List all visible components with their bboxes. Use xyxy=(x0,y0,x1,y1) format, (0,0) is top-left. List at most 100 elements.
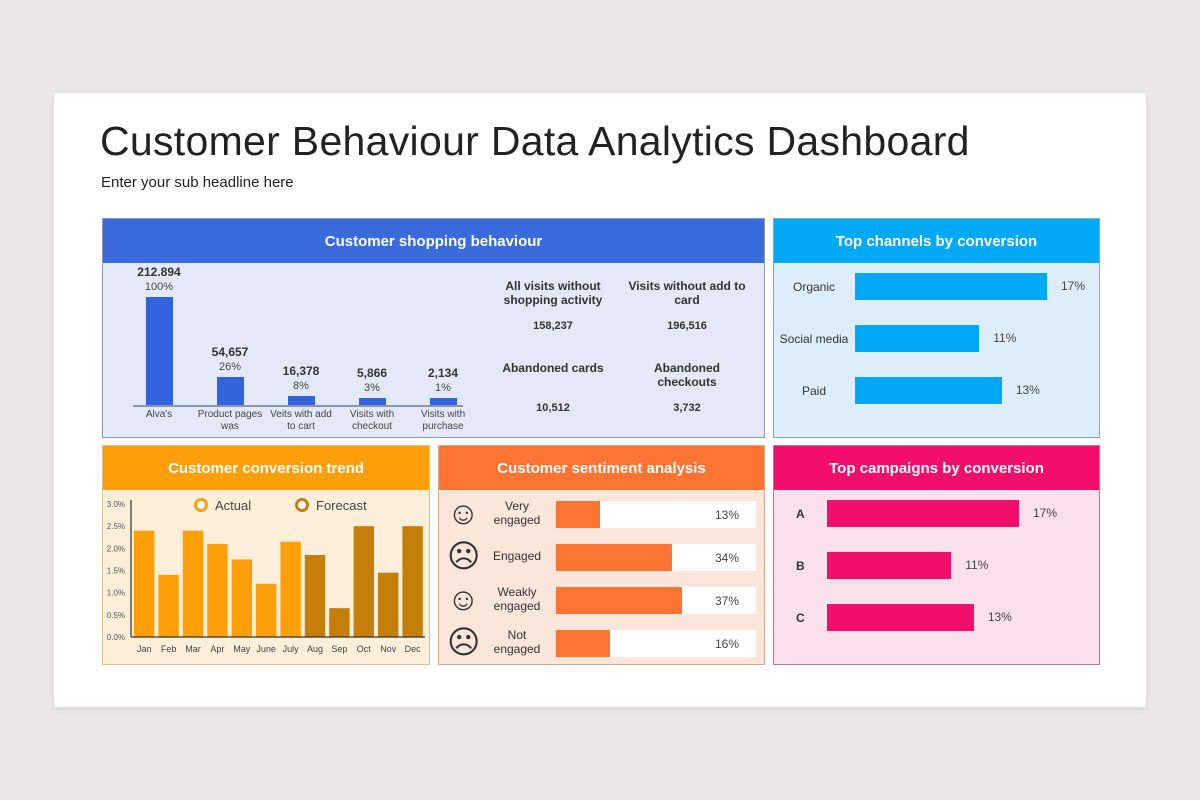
trend-bar xyxy=(378,572,399,637)
x-tick-label: June xyxy=(256,644,276,654)
bar-percent: 100% xyxy=(144,281,174,293)
panel-title: Top channels by conversion xyxy=(774,219,1099,263)
sentiment-bar xyxy=(556,501,601,528)
sentiment-panel: Customer sentiment analysis ☺ Very engage… xyxy=(438,445,765,665)
stat-label: Abandoned cards xyxy=(502,361,604,375)
panel-title: Customer shopping behaviour xyxy=(103,219,764,263)
page-title: Customer Behaviour Data Analytics Dashbo… xyxy=(100,118,970,164)
bar-value: 17% xyxy=(1061,279,1086,293)
trend-bar xyxy=(280,541,301,637)
conversion-trend-panel: Customer conversion trend 0.0% 0.5% 1.0% 1.… xyxy=(102,445,430,665)
x-tick-label: May xyxy=(233,644,251,654)
sentiment-label: Engaged xyxy=(492,549,542,563)
trend-bar xyxy=(231,559,252,637)
sentiment-value: 16% xyxy=(715,637,740,651)
bar-label: Organic xyxy=(792,279,836,294)
sentiment-label: Weakly engaged xyxy=(493,585,541,613)
bar-label: Product pages was xyxy=(197,409,263,432)
conversion-bar xyxy=(827,552,952,579)
bar-label: Social media xyxy=(779,331,849,346)
bar-label: Veits with add to cart xyxy=(270,409,332,432)
stat-value: 196,516 xyxy=(667,320,707,332)
conversion-trend-chart: 0.0% 0.5% 1.0% 1.5% 2.0% 2.5% 3.0% Jan Feb Mar Apr… xyxy=(107,498,425,654)
bar-value: 11% xyxy=(993,331,1017,345)
x-tick-label: Nov xyxy=(380,644,397,654)
shopping-panel: Customer shopping behaviour 212.894 100% A… xyxy=(102,218,765,438)
sentiment-value: 34% xyxy=(715,551,740,565)
x-tick-label: Mar xyxy=(185,644,201,654)
smile-face-icon: ☺ xyxy=(447,495,480,531)
bar-value: 54,657 xyxy=(211,344,249,359)
stat-label: Visits without add to card xyxy=(628,279,746,307)
grin-face-icon: ☺ xyxy=(447,581,480,617)
page-subtitle: Enter your sub headline here xyxy=(101,174,294,191)
sentiment-bar xyxy=(556,587,682,614)
panel-title: Customer sentiment analysis xyxy=(439,446,764,490)
bar-value: 17% xyxy=(1033,506,1058,520)
stat-value: 10,512 xyxy=(536,402,570,414)
bar-label: C xyxy=(796,610,805,625)
bar-percent: 3% xyxy=(364,382,380,394)
campaigns-panel: Top campaigns by conversion A 17% B 11% C 13% xyxy=(773,445,1100,665)
funnel-bar xyxy=(430,398,457,405)
sentiment-value: 13% xyxy=(715,508,740,522)
stat-label: Abandoned checkouts xyxy=(654,361,720,389)
bar-value: 5,866 xyxy=(356,366,388,380)
bar-percent: 1% xyxy=(435,382,451,394)
y-tick-label: 0.5% xyxy=(107,611,125,620)
sentiment-bar xyxy=(556,544,672,571)
x-tick-label: Oct xyxy=(357,644,372,654)
funnel-bar xyxy=(146,297,173,405)
conversion-bar xyxy=(827,604,974,631)
panel-title: Customer conversion trend xyxy=(103,446,429,490)
legend-label: Actual xyxy=(215,498,251,513)
legend-label: Forecast xyxy=(316,498,367,513)
bar-label: B xyxy=(796,558,805,573)
bar-label: Alva's xyxy=(145,409,173,420)
sentiment-label: Not engaged xyxy=(493,628,541,656)
trend-bar xyxy=(182,530,204,637)
legend-marker-icon xyxy=(295,498,309,512)
stat-value: 158,237 xyxy=(533,320,573,332)
legend-marker-icon xyxy=(194,498,208,512)
bar-label: A xyxy=(796,506,805,521)
bar-value: 13% xyxy=(1015,383,1040,397)
trend-bar xyxy=(256,583,277,637)
trend-bar xyxy=(353,526,374,637)
bar-percent: 8% xyxy=(293,380,309,393)
bar-value: 11% xyxy=(965,558,989,572)
x-tick-label: Jan xyxy=(137,644,152,654)
y-tick-label: 2.0% xyxy=(107,544,125,553)
trend-bar xyxy=(134,530,155,637)
y-tick-label: 3.0% xyxy=(107,500,125,509)
x-tick-label: Dec xyxy=(405,644,422,654)
conversion-bar xyxy=(827,500,1019,527)
x-tick-label: Sep xyxy=(331,644,347,654)
trend-bar xyxy=(329,608,350,637)
trend-bar xyxy=(158,574,179,637)
conversion-bar xyxy=(855,377,1002,404)
frown-face-icon: ☹ xyxy=(447,624,481,660)
trend-bar xyxy=(402,526,423,637)
sentiment-label: Very engaged xyxy=(493,499,541,527)
funnel-bar xyxy=(288,396,315,405)
bar-value: 2,134 xyxy=(427,366,459,380)
bar-value: 212.894 xyxy=(137,265,181,279)
frown-face-icon: ☹ xyxy=(447,538,481,574)
x-tick-label: Feb xyxy=(161,644,177,654)
bar-label: Paid xyxy=(801,383,827,398)
trend-bar xyxy=(304,554,326,637)
trend-bar xyxy=(207,543,228,637)
x-tick-label: July xyxy=(283,644,300,654)
y-tick-label: 1.0% xyxy=(107,589,125,598)
bar-value: 13% xyxy=(987,610,1012,624)
y-tick-label: 1.5% xyxy=(107,567,125,576)
stat-value: 3,732 xyxy=(673,402,701,414)
bar-label: Visits with purchase xyxy=(420,409,466,432)
funnel-bar xyxy=(359,398,386,405)
x-tick-label: Apr xyxy=(210,644,224,654)
stat-label: All visits without shopping activity xyxy=(503,279,603,307)
conversion-bar xyxy=(855,325,980,352)
bar-percent: 26% xyxy=(218,360,242,373)
baseline xyxy=(133,405,463,407)
